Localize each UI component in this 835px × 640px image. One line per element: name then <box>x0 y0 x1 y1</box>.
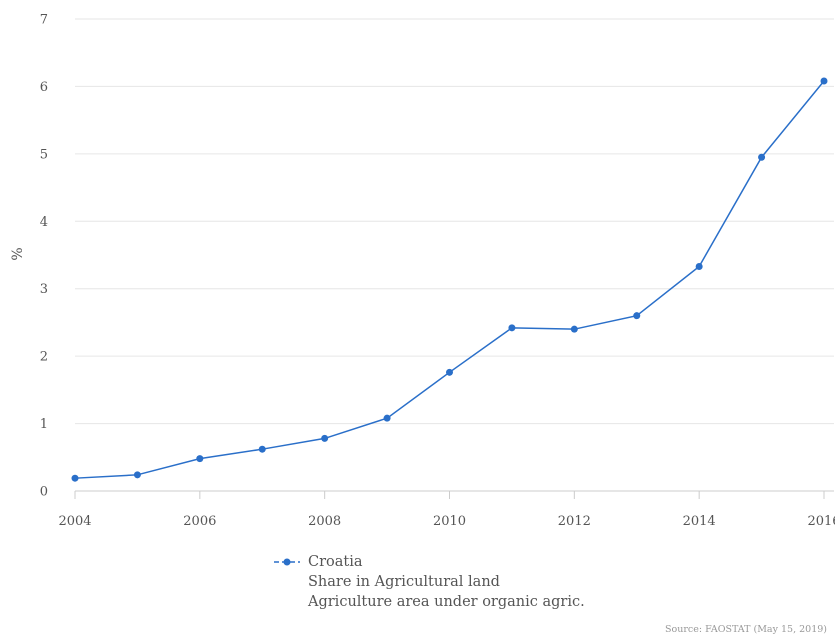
y-tick-labels: 0 1 2 3 4 5 6 7 <box>40 13 48 500</box>
source-note: Source: FAOSTAT (May 15, 2019) <box>665 624 827 635</box>
x-tick-label: 2006 <box>183 514 216 529</box>
legend-item-description: Agriculture area under organic agric. <box>308 594 585 610</box>
legend-series-name: Croatia <box>308 554 363 570</box>
y-tick-label: 3 <box>40 282 48 297</box>
data-point[interactable] <box>446 368 453 376</box>
y-tick-label: 6 <box>40 80 48 95</box>
legend-item-subtitle: Share in Agricultural land <box>308 574 500 590</box>
data-point[interactable] <box>258 445 266 453</box>
data-point[interactable] <box>71 474 79 482</box>
data-point[interactable] <box>133 471 141 479</box>
data-point[interactable] <box>383 414 391 422</box>
x-tick-label: 2016 <box>807 514 835 529</box>
x-tick-label: 2004 <box>58 514 91 529</box>
x-tick-label: 2014 <box>683 514 716 529</box>
data-point[interactable] <box>196 455 204 463</box>
series-line <box>74 80 825 479</box>
series-layer <box>71 77 828 482</box>
data-point[interactable] <box>820 77 828 85</box>
data-point[interactable] <box>508 324 516 332</box>
data-point[interactable] <box>758 153 766 161</box>
legend-item-croatia[interactable]: Croatia Share in Agricultural land Agric… <box>272 552 585 612</box>
y-tick-label: 4 <box>40 215 48 230</box>
legend[interactable]: Croatia Share in Agricultural land Agric… <box>272 552 585 612</box>
x-tick-label: 2010 <box>433 514 466 529</box>
gridlines <box>75 18 834 425</box>
x-axis <box>74 490 834 499</box>
y-tick-label: 7 <box>40 13 48 28</box>
legend-text: Croatia Share in Agricultural land Agric… <box>308 552 585 612</box>
data-point[interactable] <box>633 312 641 320</box>
data-point[interactable] <box>321 434 329 442</box>
x-tick-labels: 2004 2006 2008 2010 2012 2014 2016 <box>58 514 835 529</box>
legend-marker-icon <box>272 552 302 572</box>
x-tick-label: 2012 <box>558 514 591 529</box>
data-point[interactable] <box>695 262 703 270</box>
data-point[interactable] <box>570 325 578 333</box>
y-tick-label: 1 <box>40 417 48 432</box>
y-tick-label: 5 <box>40 147 48 162</box>
y-axis-label: % <box>10 247 26 260</box>
y-tick-label: 0 <box>40 485 48 500</box>
y-tick-label: 2 <box>40 350 48 365</box>
x-tick-label: 2008 <box>308 514 341 529</box>
